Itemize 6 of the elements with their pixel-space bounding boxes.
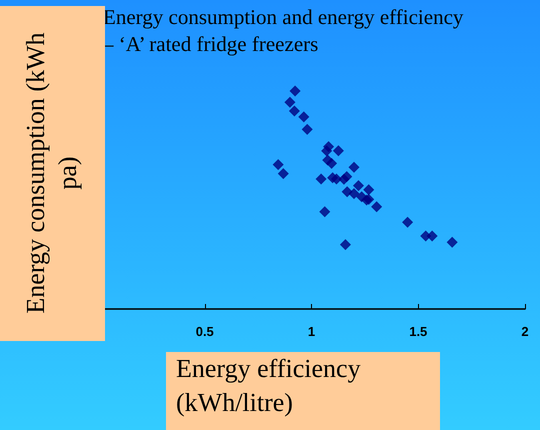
x-tick-label: 0.5 bbox=[196, 324, 214, 339]
x-tick-label: 1 bbox=[308, 324, 316, 339]
y-axis-title: Energy consumption (kWh pa) bbox=[20, 31, 83, 316]
x-tick-label: 2 bbox=[521, 324, 529, 339]
x-tick-label: 1.5 bbox=[409, 324, 428, 339]
x-axis-title: Energy efficiency (kWh/litre) bbox=[166, 352, 440, 430]
